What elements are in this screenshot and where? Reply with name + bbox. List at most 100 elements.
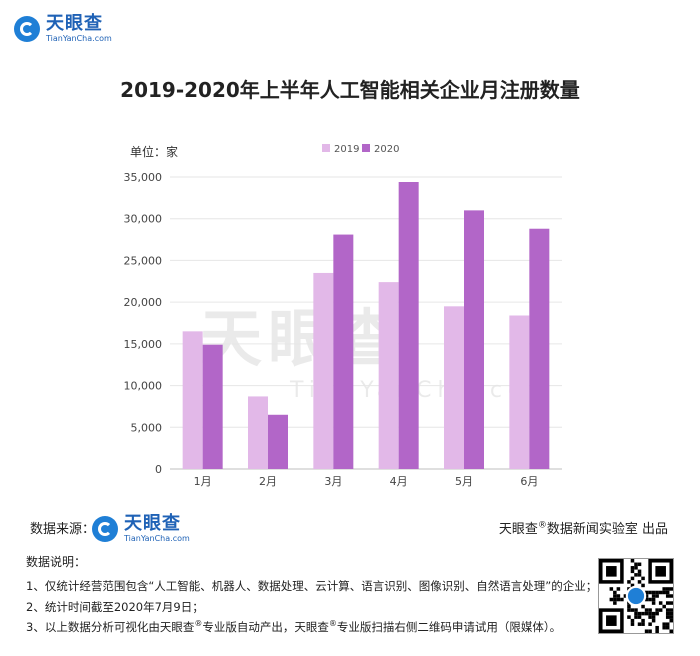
qr-module [630,559,635,563]
qr-module [655,611,659,616]
bar-chart: 0 5,000 10,000 15,000 20,000 25,000 30,000 35,0… [124,144,562,488]
qr-module [669,629,673,633]
bar-2020 [464,210,484,469]
bar-2019 [182,331,203,469]
legend-label: 2019 [334,144,359,155]
credit-rest: 数据新闻实验室 出品 [546,522,668,537]
y-tick-label: 30,000 [124,213,163,226]
qr-module [665,601,670,605]
qr-module [641,611,645,616]
qr-module [648,590,652,595]
qr-module [651,601,656,605]
qr-module [665,590,670,595]
bar-2019 [313,272,334,469]
note-2: 2、统计时间截至2020年7月9日； [26,599,204,615]
qr-module [630,622,635,626]
source-logo-en: TianYanCha.com [124,534,190,543]
qr-module [634,562,638,567]
qr-module [651,590,656,595]
qr-module [644,608,649,612]
qr-module [630,576,635,581]
qr-module [623,594,628,598]
y-tick-label: 0 [155,463,162,476]
qr-module [669,594,673,598]
x-tick-label: 5月 [455,475,473,488]
y-tick-label: 15,000 [124,338,163,351]
unit-label: 单位：家 [130,145,179,159]
note-3-text-a: 3、以上数据分析可视化由天眼查 [26,620,195,634]
qr-module [641,576,645,581]
qr-module [613,590,617,595]
chart-title: 2019-2020年上半年人工智能相关企业月注册数量 [120,78,580,102]
qr-module [634,615,638,619]
qr-module [634,608,638,612]
tianyancha-logo-icon [14,16,40,42]
qr-module [637,573,642,577]
qr-module [648,597,652,602]
qr-module [627,608,631,612]
qr-module [641,604,645,609]
bar-2020 [333,234,354,469]
qr-module [630,569,635,574]
qr-module [637,622,642,626]
qr-module [606,615,617,626]
bar-2020 [529,228,550,469]
legend-label: 2020 [374,144,399,155]
qr-module [616,587,621,591]
qr-module [641,622,645,626]
qr-module [637,569,642,574]
source-logo-cn: 天眼查 [124,513,181,534]
x-tick-label: 2月 [259,475,277,488]
qr-module [665,587,670,591]
bar-2019 [248,396,268,469]
qr-module [669,618,673,623]
qr-module [655,608,659,612]
qr-center-logo-icon [625,585,647,607]
source-logo: 天眼查 TianYanCha.com [92,514,190,544]
note-3-text-b: 专业版自动产出，天眼查 [202,620,329,634]
qr-module [644,629,649,633]
qr-module [648,611,652,616]
qr-module [630,583,635,588]
qr-module [627,615,631,619]
qr-module [648,629,652,633]
y-tick-label: 5,000 [131,421,163,434]
qr-module [655,590,659,595]
qr-module [669,608,673,612]
legend-swatch [362,144,370,152]
y-tick-label: 10,000 [124,380,163,393]
qr-module [658,590,663,595]
credit-line: 天眼查®数据新闻实验室 出品 [499,518,668,537]
qr-module [641,583,645,588]
qr-module [669,601,673,605]
bar-2019 [378,282,399,469]
qr-module [627,604,631,609]
qr-module [658,608,663,612]
qr-module [630,618,635,623]
note-2-text: 2、统计时间截至2020年7月9日； [26,600,204,614]
credit-brand: 天眼查 [498,522,538,537]
qr-module [651,611,656,616]
qr-code-image[interactable] [598,558,674,634]
qr-module [613,597,617,602]
qr-module [648,615,652,619]
qr-module [644,590,649,595]
qr-module [630,608,635,612]
qr-module [655,594,659,598]
qr-module [648,608,652,612]
qr-module [655,566,666,577]
qr-module [637,580,642,584]
qr-module [644,594,649,598]
qr-module [637,562,642,567]
qr-module [609,597,614,602]
qr-module [634,566,638,570]
y-tick-label: 25,000 [124,254,163,267]
qr-module [662,590,666,595]
qr-module [662,622,666,626]
registered-mark: ® [194,619,203,629]
qr-module [641,618,645,623]
logo-cn-text: 天眼查 [46,13,103,34]
qr-module [644,611,649,616]
qr-module [609,587,614,591]
qr-module [648,622,652,626]
